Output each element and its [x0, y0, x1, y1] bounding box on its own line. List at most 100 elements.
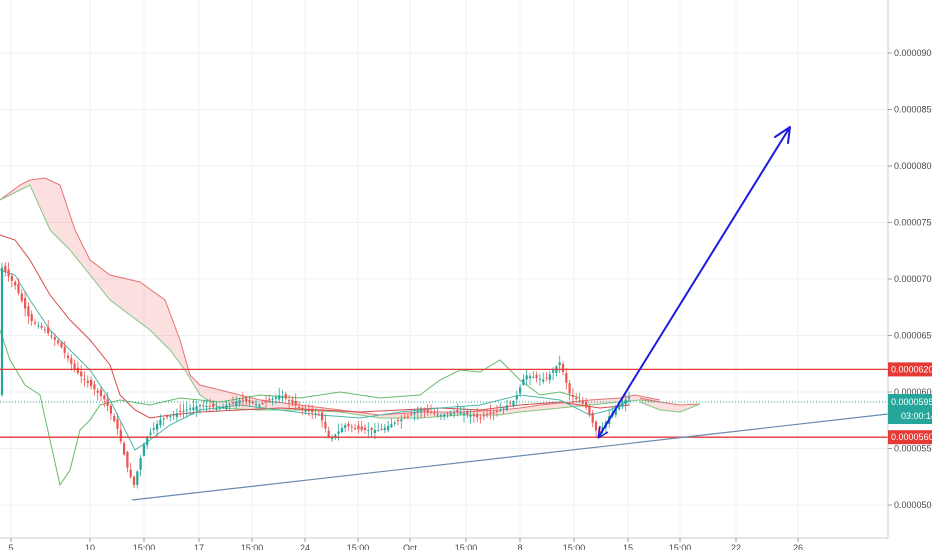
- arrow-head: [774, 126, 791, 144]
- candle-body: [83, 379, 86, 381]
- candle-body: [344, 425, 347, 428]
- candle-body: [618, 405, 621, 410]
- candle-body: [588, 405, 591, 416]
- price-axis[interactable]: 0.00009500 0.00009000 0.00008500 0.00008000…: [888, 0, 932, 510]
- candle-body: [222, 406, 225, 409]
- candle-body: [542, 379, 545, 382]
- candle-body: [512, 401, 515, 407]
- time-tick-label: 5: [8, 543, 13, 550]
- candle-body: [189, 408, 192, 410]
- candle-body: [347, 423, 350, 427]
- candle-body: [538, 378, 541, 380]
- price-tick-label: 0.00008500: [894, 105, 932, 115]
- candle-body: [96, 390, 99, 393]
- candle-body: [426, 409, 429, 412]
- arrow-extension: [631, 126, 791, 383]
- candle-body: [429, 411, 433, 413]
- candle-body: [113, 415, 116, 422]
- time-tick-label: 15: [623, 543, 633, 550]
- candle-body: [548, 374, 551, 380]
- candle-body: [60, 342, 63, 348]
- candle-body: [109, 405, 112, 414]
- candle-body: [387, 425, 390, 431]
- candle-body: [0, 267, 4, 395]
- candle-body: [208, 405, 211, 407]
- price-tick-label: 0.00005500: [894, 444, 932, 454]
- candle-body: [245, 398, 248, 402]
- candle-body: [238, 400, 241, 404]
- candle-body: [268, 399, 271, 401]
- candle-body: [70, 358, 73, 364]
- candle-body: [146, 437, 149, 446]
- candle-body: [621, 402, 624, 407]
- senkou-b-future: [639, 401, 701, 413]
- time-tick-label: 8: [517, 543, 522, 550]
- candle-body: [456, 409, 459, 413]
- candle-body: [439, 414, 442, 416]
- candle-body: [486, 414, 489, 416]
- price-tick-label: 0.00009000: [894, 48, 932, 58]
- candle-body: [380, 428, 383, 430]
- time-tick-label: 26: [793, 543, 803, 550]
- candle-body: [624, 399, 627, 405]
- grid: [0, 0, 888, 538]
- time-tick-label: 17: [194, 543, 204, 550]
- candle-body: [198, 405, 202, 406]
- candle-body: [373, 430, 376, 433]
- candle-body: [294, 401, 297, 406]
- arrow-start-head: [597, 425, 609, 439]
- candle-body: [73, 363, 76, 370]
- candle-body: [205, 405, 208, 407]
- candle-body: [248, 400, 251, 403]
- candle-body: [509, 402, 512, 404]
- price-tick-label: 0.00008000: [894, 161, 932, 171]
- candle-body: [162, 418, 165, 420]
- candle-body: [63, 346, 66, 353]
- candle-body: [614, 409, 617, 415]
- candle-body: [225, 405, 228, 410]
- price-tick-label: 0.00006500: [894, 331, 932, 341]
- candle-body: [123, 443, 126, 455]
- senkou-a: [0, 177, 661, 416]
- candle-body: [27, 306, 30, 317]
- candle-body: [367, 430, 370, 432]
- candle-body: [525, 375, 528, 380]
- candle-body: [255, 404, 258, 406]
- candle-body: [307, 408, 310, 412]
- time-tick-label: Oct: [403, 543, 418, 550]
- candle-body: [410, 413, 413, 415]
- candle-body: [218, 407, 221, 409]
- candle-body: [37, 325, 40, 327]
- candle-body: [360, 426, 363, 430]
- candle-body: [453, 412, 456, 414]
- candle-body: [271, 398, 274, 400]
- candle-body: [261, 403, 264, 405]
- ichimoku-cloud: [0, 177, 701, 487]
- candle-body: [274, 397, 277, 399]
- candle-body: [314, 413, 317, 415]
- time-tick-label: 15:00: [669, 543, 692, 550]
- candle-body: [466, 411, 469, 415]
- candle-body: [350, 426, 353, 428]
- time-axis[interactable]: 5 10 15:00 17 15:00 24 15:00 Oct 15:00 8 15:00 15 15…: [8, 538, 803, 550]
- candle-body: [132, 476, 136, 485]
- senkou-b: [0, 184, 661, 419]
- candle-body: [446, 413, 449, 415]
- candle-body: [532, 377, 535, 379]
- level-tag-0: [888, 362, 932, 377]
- candle-body: [357, 425, 360, 430]
- candle-body: [393, 422, 396, 424]
- candle-body: [33, 322, 37, 324]
- candle-body: [192, 407, 195, 411]
- candle-body: [406, 415, 409, 417]
- candle-body: [334, 434, 337, 437]
- trendline: [131, 413, 889, 501]
- time-tick-label: 22: [731, 543, 741, 550]
- candle-body: [396, 419, 400, 421]
- candle-body: [476, 414, 479, 418]
- candle-body: [40, 325, 43, 328]
- candle-body: [390, 424, 393, 428]
